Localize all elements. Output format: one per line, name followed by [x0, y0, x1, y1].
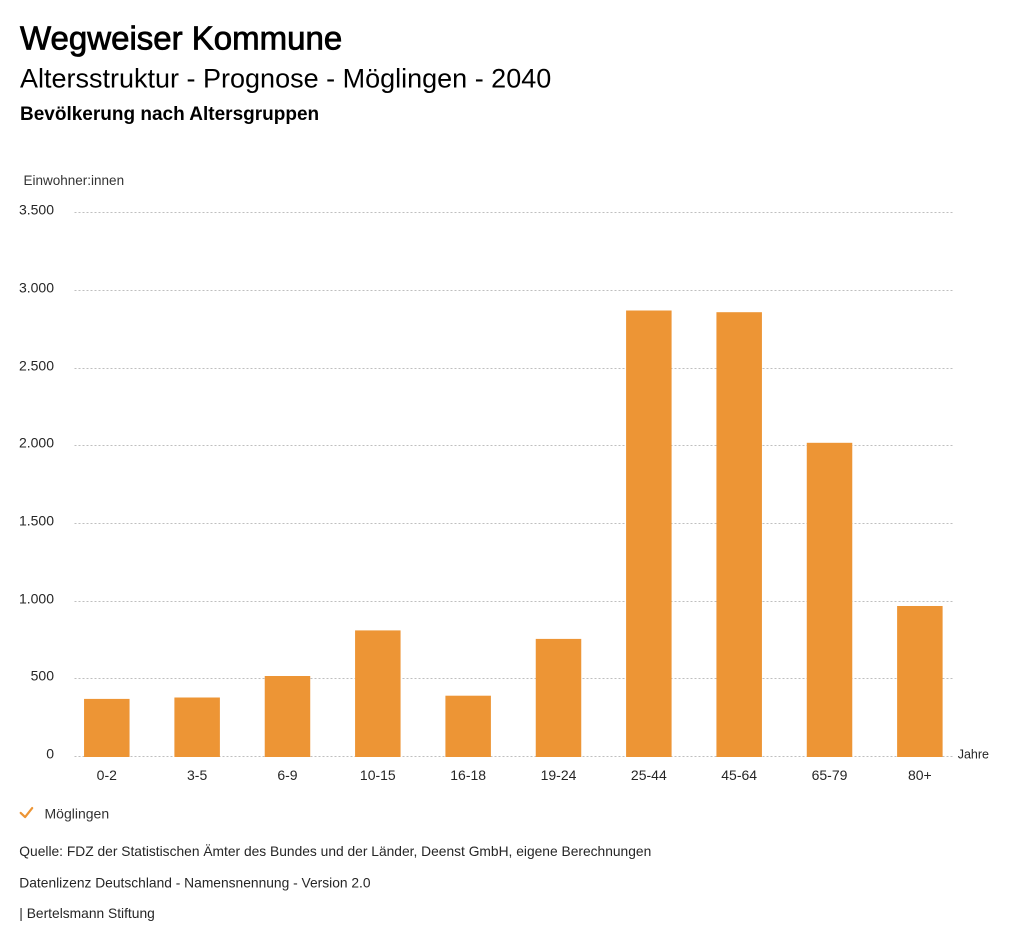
svg-text:Wegweiser Kommune: Wegweiser Kommune — [20, 20, 342, 57]
svg-text:500: 500 — [31, 668, 55, 684]
svg-text:65-79: 65-79 — [812, 767, 848, 783]
svg-text:Einwohner:innen: Einwohner:innen — [24, 173, 125, 188]
svg-text:25-44: 25-44 — [631, 767, 667, 783]
svg-text:0-2: 0-2 — [97, 767, 117, 783]
svg-text:Möglingen: Möglingen — [45, 805, 110, 821]
svg-text:Datenlizenz Deutschland - Name: Datenlizenz Deutschland - Namensnennung … — [19, 876, 371, 891]
svg-text:3.500: 3.500 — [19, 202, 54, 218]
svg-text:2.500: 2.500 — [19, 358, 54, 374]
svg-text:| Bertelsmann Stiftung: | Bertelsmann Stiftung — [19, 906, 155, 921]
svg-text:Quelle: FDZ der Statistischen: Quelle: FDZ der Statistischen Ämter des … — [19, 843, 651, 859]
svg-text:Bevölkerung nach Altersgruppen: Bevölkerung nach Altersgruppen — [20, 104, 319, 125]
svg-text:1.500: 1.500 — [19, 513, 54, 529]
svg-text:45-64: 45-64 — [721, 767, 757, 783]
svg-text:Jahre: Jahre — [958, 748, 989, 762]
svg-text:16-18: 16-18 — [450, 767, 486, 783]
svg-text:6-9: 6-9 — [277, 767, 297, 783]
svg-text:10-15: 10-15 — [360, 767, 396, 783]
svg-text:80+: 80+ — [908, 767, 932, 783]
svg-text:0: 0 — [46, 746, 54, 762]
svg-text:1.000: 1.000 — [19, 591, 54, 607]
svg-text:3-5: 3-5 — [187, 767, 207, 783]
svg-text:Altersstruktur - Prognose - Mö: Altersstruktur - Prognose - Möglingen - … — [20, 63, 551, 93]
svg-text:19-24: 19-24 — [541, 767, 577, 783]
svg-text:2.000: 2.000 — [19, 435, 54, 451]
svg-text:3.000: 3.000 — [19, 280, 54, 296]
